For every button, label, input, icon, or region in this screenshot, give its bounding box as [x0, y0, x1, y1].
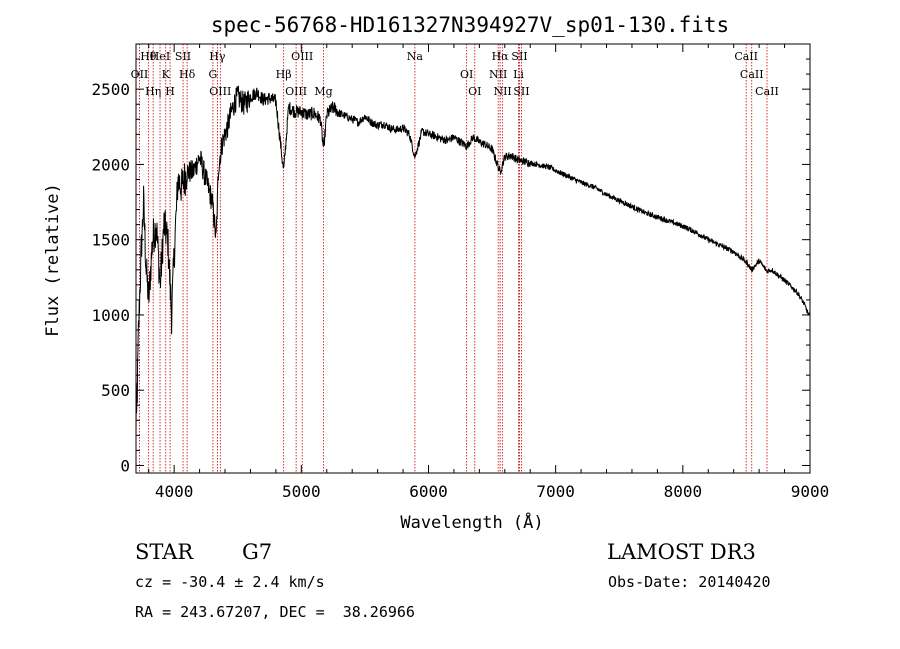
chart-title: spec-56768-HD161327N394927V_sp01-130.fit… — [211, 13, 729, 37]
line-label: OIII — [291, 50, 313, 63]
line-label: K — [162, 68, 171, 81]
plot-frame — [135, 43, 811, 474]
line-label: OII — [131, 68, 149, 81]
line-label: Mg — [314, 85, 332, 98]
y-tick-label: 500 — [101, 381, 130, 400]
y-tick-label: 1000 — [91, 306, 130, 325]
x-tick-label: 9000 — [791, 482, 830, 501]
survey-name: LAMOST DR3 — [607, 540, 756, 564]
spectrum-line — [135, 85, 810, 436]
line-label: NII — [489, 68, 507, 81]
y-tick-label: 1500 — [91, 231, 130, 250]
y-tick-label: 2500 — [91, 80, 130, 99]
line-label: CaII — [734, 50, 758, 63]
y-axis-label: Flux (relative) — [43, 183, 63, 337]
line-label: Li — [513, 68, 524, 81]
line-labels: Hθ OII Hη HeI KH SII Hδ OIII Hγ G OIII OIII Hβ Mg Na OI… — [131, 50, 779, 98]
line-label: CaII — [740, 68, 764, 81]
x-tick-label: 6000 — [409, 482, 448, 501]
x-tick-label: 7000 — [536, 482, 575, 501]
line-label: Hα — [492, 50, 510, 63]
line-label: OI — [468, 85, 481, 98]
object-type: STAR — [135, 540, 194, 564]
redshift-cz: cz = -30.4 ± 2.4 km/s — [135, 573, 325, 591]
line-label: CaII — [755, 85, 779, 98]
x-tick-label: 8000 — [664, 482, 703, 501]
coordinates: RA = 243.67207, DEC = 38.26966 — [135, 603, 415, 621]
line-label: G — [209, 68, 218, 81]
line-label: Hγ — [209, 50, 226, 63]
y-tick-label: 0 — [120, 456, 130, 475]
x-axis-label: Wavelength (Å) — [400, 511, 543, 533]
line-label: SII — [175, 50, 191, 63]
line-label: OIII — [285, 85, 307, 98]
line-label: H — [165, 85, 175, 98]
line-label: OI — [460, 68, 473, 81]
line-label: SII — [513, 85, 529, 98]
line-label: Hη — [145, 85, 161, 98]
line-label: Hθ — [140, 50, 157, 63]
line-label: NII — [493, 85, 511, 98]
line-label: HeI — [150, 50, 170, 63]
x-tick-label: 5000 — [282, 482, 321, 501]
spectral-line-markers — [139, 44, 768, 473]
observation-date: Obs-Date: 20140420 — [608, 573, 771, 591]
spectrum-layer — [135, 85, 810, 436]
line-label: Hβ — [276, 68, 292, 81]
line-label: Na — [407, 50, 424, 63]
axes: 4000 5000 6000 7000 8000 9000 0 500 1000 1500 2000… — [91, 43, 830, 501]
spectral-subclass: G7 — [242, 540, 273, 564]
line-label: SII — [511, 50, 527, 63]
line-label: OIII — [209, 85, 231, 98]
x-tick-label: 4000 — [155, 482, 194, 501]
y-tick-label: 2000 — [91, 155, 130, 174]
line-label: Hδ — [179, 68, 196, 81]
